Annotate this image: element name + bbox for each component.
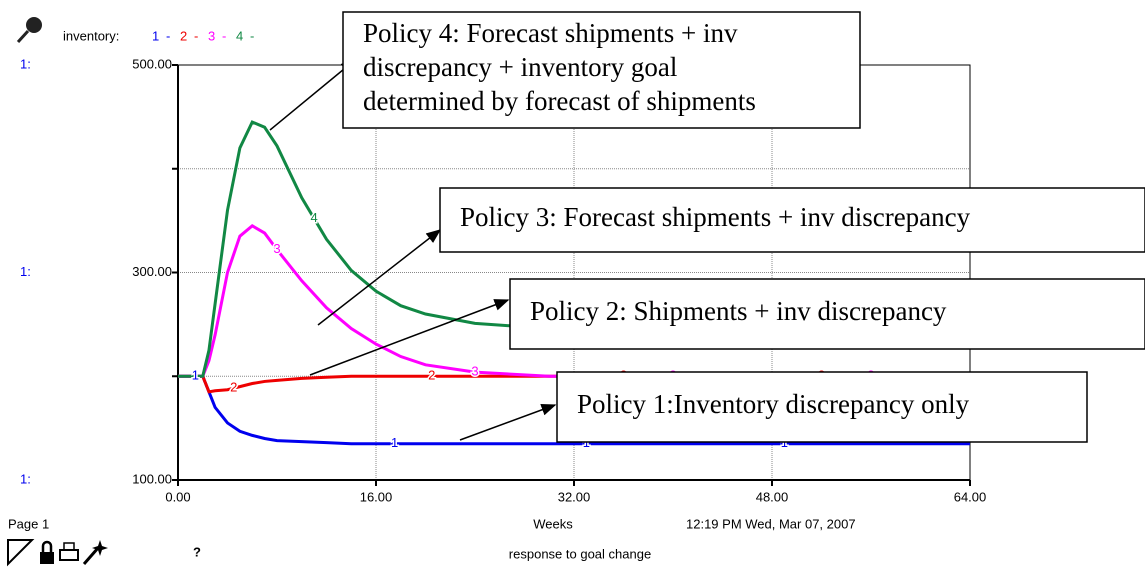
legend-separator: - bbox=[250, 28, 254, 43]
annotation-text: Policy 3: Forecast shipments + inv discr… bbox=[460, 202, 971, 232]
legend-entry: 1 bbox=[152, 28, 159, 43]
footer-title: response to goal change bbox=[509, 546, 651, 561]
y-tick-label: 100.00 bbox=[132, 471, 172, 486]
x-tick-label: 64.00 bbox=[954, 489, 987, 504]
series-label: 2 bbox=[230, 380, 237, 395]
toolbar[interactable] bbox=[7, 539, 108, 567]
annotation-text: Policy 1:Inventory discrepancy only bbox=[577, 389, 970, 419]
legend-separator: - bbox=[166, 28, 170, 43]
print-icon bbox=[59, 549, 79, 561]
series-label: 1 bbox=[192, 368, 199, 383]
series-line bbox=[178, 374, 970, 394]
series-line bbox=[178, 223, 970, 378]
series-line bbox=[178, 120, 970, 378]
annotation-text: Policy 2: Shipments + inv discrepancy bbox=[530, 296, 947, 326]
wand-spark bbox=[92, 540, 108, 556]
legend-entry: 4 bbox=[236, 28, 243, 43]
annotation-box bbox=[439, 187, 1145, 253]
axis-series-label: 1: bbox=[20, 471, 31, 486]
series-label: 3 bbox=[471, 364, 478, 379]
print-paper bbox=[63, 542, 75, 551]
annotation-arrow bbox=[269, 59, 357, 131]
annotation-arrow bbox=[459, 404, 557, 441]
lock-icon bbox=[40, 552, 54, 564]
wand-icon bbox=[82, 547, 100, 565]
annotation-box bbox=[556, 371, 1088, 443]
series-label: 1 bbox=[391, 435, 398, 450]
annotation-arrow bbox=[309, 299, 510, 376]
timestamp: 12:19 PM Wed, Mar 07, 2007 bbox=[686, 516, 856, 531]
annotation-text: Policy 4: Forecast shipments + inv bbox=[363, 18, 738, 48]
y-tick-label: 300.00 bbox=[132, 264, 172, 279]
series-label: 3 bbox=[273, 241, 280, 256]
x-tick-label: 16.00 bbox=[360, 489, 393, 504]
series-label: 2 bbox=[428, 368, 435, 383]
y-tick-label: 500.00 bbox=[132, 56, 172, 71]
annotation-box bbox=[509, 278, 1145, 350]
legend-separator: - bbox=[222, 28, 226, 43]
graph-icon[interactable] bbox=[16, 17, 42, 44]
legend-separator: - bbox=[194, 28, 198, 43]
annotation-text: discrepancy + inventory goal bbox=[363, 52, 677, 82]
x-tick-label: 48.00 bbox=[756, 489, 789, 504]
series-line bbox=[178, 374, 970, 446]
annotation-box bbox=[342, 11, 861, 129]
axis-series-label: 1: bbox=[20, 264, 31, 279]
legend-entry: 2 bbox=[180, 28, 187, 43]
page-turn-icon bbox=[7, 539, 35, 567]
axis-series-label: 1: bbox=[20, 56, 31, 71]
x-axis-label: Weeks bbox=[533, 516, 573, 531]
help-icon[interactable]: ? bbox=[193, 544, 201, 559]
annotation-arrow bbox=[317, 229, 442, 326]
legend-entry: 3 bbox=[208, 28, 215, 43]
x-tick-label: 32.00 bbox=[558, 489, 591, 504]
series-label: 4 bbox=[311, 210, 318, 225]
annotation-text: determined by forecast of shipments bbox=[363, 86, 756, 116]
x-tick-label: 0.00 bbox=[165, 489, 190, 504]
lock-shackle bbox=[41, 540, 53, 552]
legend-label: inventory: bbox=[63, 28, 119, 43]
page-label: Page 1 bbox=[8, 516, 49, 531]
